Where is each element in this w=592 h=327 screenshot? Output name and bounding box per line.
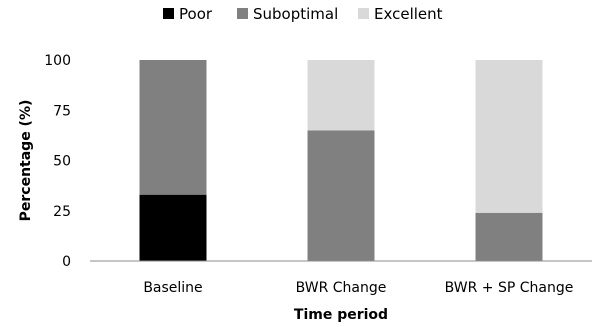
legend-label: Suboptimal [253,5,338,23]
bar-suboptimal-3 [475,212,543,261]
x-axis-ticks: Baseline BWR Change BWR + SP Change [143,280,573,296]
bar-excellent-2 [307,60,375,131]
y-tick-label: 100 [44,53,71,69]
legend-item-suboptimal: Suboptimal [237,5,338,23]
legend-label: Poor [179,5,213,23]
x-axis-title: Time period [294,307,388,323]
bar-poor-1 [139,194,207,261]
bars-group [139,60,543,261]
y-tick-label: 75 [53,103,71,119]
y-tick-label: 50 [53,154,71,170]
bar-suboptimal-1 [139,60,207,195]
legend-item-excellent: Excellent [358,5,443,23]
bar-suboptimal-2 [307,130,375,261]
y-tick-label: 25 [53,204,71,220]
legend-label: Excellent [374,5,443,23]
legend-swatch [358,8,369,19]
x-tick-label: BWR + SP Change [445,280,574,296]
y-axis-ticks: 0 25 50 75 100 [44,53,71,270]
legend-swatch [237,8,248,19]
y-tick-label: 0 [62,254,71,270]
legend-item-poor: Poor [163,5,213,23]
bar-excellent-3 [475,60,543,213]
legend: Poor Suboptimal Excellent [163,5,443,23]
x-tick-label: Baseline [143,280,202,296]
legend-swatch [163,8,174,19]
y-axis-title: Percentage (%) [18,100,34,222]
x-tick-label: BWR Change [296,280,387,296]
